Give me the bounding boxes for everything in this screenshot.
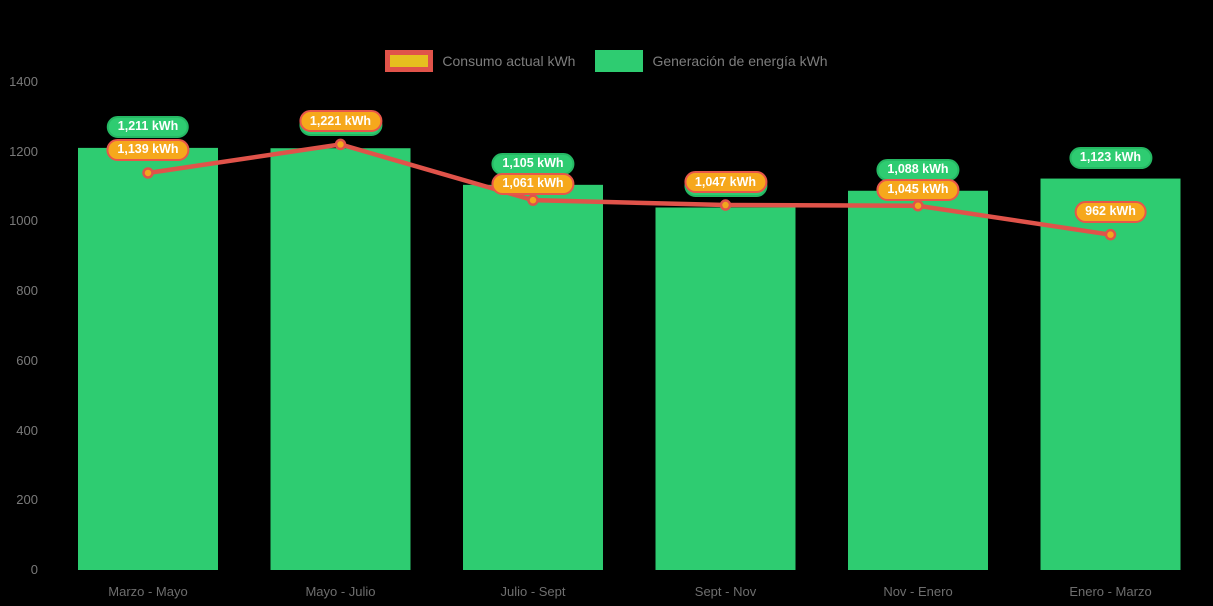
consumo-point-5[interactable] xyxy=(1104,228,1117,241)
y-axis-tick-400: 400 xyxy=(16,422,38,438)
generacion-value-pill-2: 1,105 kWh xyxy=(491,152,575,175)
consumo-value-pill-5: 962 kWh xyxy=(1074,200,1147,223)
y-axis-tick-600: 600 xyxy=(16,352,38,368)
x-axis-label-5: Enero - Marzo xyxy=(1069,584,1152,599)
consumo-value-pill-3: 1,047 kWh xyxy=(683,171,768,194)
generacion-value-pill-0: 1,211 kWh xyxy=(106,115,190,138)
bar-generacion-3[interactable] xyxy=(655,207,796,570)
legend-label-consumo: Consumo actual kWh xyxy=(442,53,576,69)
chart-legend: Consumo actual kWh Generación de energía… xyxy=(0,50,1213,72)
consumo-swatch-icon xyxy=(385,50,434,72)
consumo-point-0[interactable] xyxy=(142,167,154,179)
y-axis-tick-1000: 1000 xyxy=(9,213,38,229)
consumo-value-pill-1: 1,221 kWh xyxy=(298,110,383,133)
generacion-value-pill-5: 1,123 kWh xyxy=(1068,146,1153,169)
legend-item-generacion[interactable]: Generación de energía kWh xyxy=(595,50,828,72)
consumo-point-2[interactable] xyxy=(527,194,539,206)
bar-generacion-5[interactable] xyxy=(1040,178,1181,570)
generacion-swatch-icon xyxy=(595,50,644,72)
y-axis-tick-0: 0 xyxy=(30,562,38,577)
x-axis-label-2: Julio - Sept xyxy=(500,584,566,599)
x-axis-label-0: Marzo - Mayo xyxy=(108,584,188,599)
consumo-value-pill-0: 1,139 kWh xyxy=(106,138,190,161)
x-axis-label-3: Sept - Nov xyxy=(694,584,757,599)
bar-generacion-0[interactable] xyxy=(78,147,218,570)
bar-generacion-2[interactable] xyxy=(463,184,603,571)
bar-generacion-1[interactable] xyxy=(270,148,411,570)
consumo-value-pill-4: 1,045 kWh xyxy=(876,178,960,201)
legend-label-generacion: Generación de energía kWh xyxy=(652,53,828,69)
consumo-value-pill-2: 1,061 kWh xyxy=(491,172,575,195)
y-axis-tick-800: 800 xyxy=(16,283,38,299)
x-axis-label-4: Nov - Enero xyxy=(883,584,953,599)
y-axis-tick-1400: 1400 xyxy=(9,74,38,89)
consumo-point-1[interactable] xyxy=(334,138,347,151)
legend-item-consumo[interactable]: Consumo actual kWh xyxy=(385,50,575,72)
bar-generacion-4[interactable] xyxy=(848,190,988,571)
y-axis-tick-200: 200 xyxy=(16,492,38,508)
consumo-point-3[interactable] xyxy=(719,199,732,211)
consumo-line xyxy=(147,142,1111,237)
y-axis-tick-1200: 1200 xyxy=(9,143,38,159)
generacion-value-pill-4: 1,088 kWh xyxy=(876,158,960,181)
x-axis-label-1: Mayo - Julio xyxy=(305,584,376,599)
consumo-point-4[interactable] xyxy=(912,199,924,212)
